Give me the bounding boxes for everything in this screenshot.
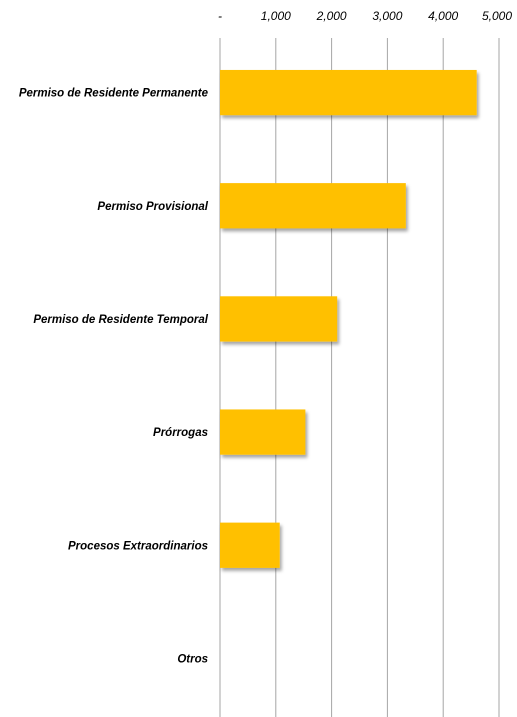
x-tick-label: 1,000 — [261, 9, 291, 23]
x-tick-label: 4,000 — [428, 9, 458, 23]
bar — [220, 183, 406, 229]
category-label: Otros — [177, 653, 208, 665]
x-tick-label: 5,000 — [482, 9, 512, 23]
x-axis-tick-labels: - 1,000 2,000 3,000 4,000 5,000 — [218, 9, 512, 23]
category-label: Permiso de Residente Permanente — [19, 88, 209, 100]
gridlines — [219, 38, 500, 717]
category-label: Prórrogas — [153, 427, 208, 439]
bar — [220, 296, 338, 342]
bars — [220, 69, 477, 568]
x-tick-label: 2,000 — [316, 9, 347, 23]
category-label: Procesos Extraordinarios — [68, 540, 208, 552]
x-tick-label: 3,000 — [372, 9, 402, 23]
bar — [220, 409, 306, 455]
bar — [220, 522, 280, 568]
x-tick-label: - — [218, 9, 222, 23]
category-label: Permiso de Residente Temporal — [33, 314, 208, 326]
category-label: Permiso Provisional — [97, 201, 208, 213]
category-labels: Permiso de Residente Permanente Permiso P… — [19, 88, 209, 666]
bar — [220, 69, 477, 116]
